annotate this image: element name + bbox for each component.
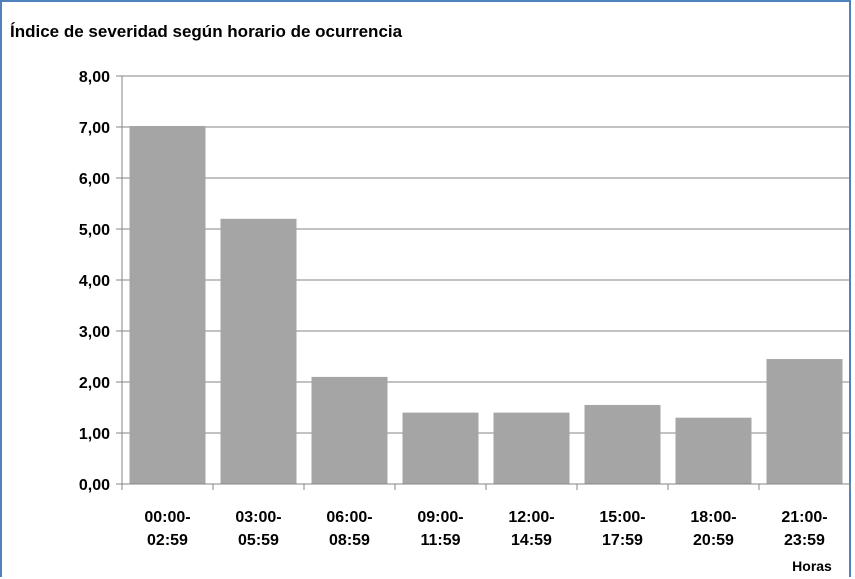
x-axis-label: Horas (792, 558, 832, 574)
x-tick-label: 18:00- (690, 509, 736, 526)
bar (766, 359, 843, 484)
bar (675, 417, 752, 484)
x-tick-label: 14:59 (511, 532, 552, 549)
x-tick-label: 03:00- (235, 509, 281, 526)
bar (220, 218, 297, 485)
y-tick-label: 7,00 (79, 120, 110, 137)
x-tick-label: 06:00- (326, 509, 372, 526)
y-tick-label: 5,00 (79, 222, 110, 239)
x-tick-label: 20:59 (693, 532, 734, 549)
bar (402, 412, 479, 484)
y-tick-label: 3,00 (79, 324, 110, 341)
y-tick-label: 4,00 (79, 273, 110, 290)
x-tick-label: 23:59 (784, 532, 825, 549)
bar (584, 404, 661, 484)
y-tick-label: 1,00 (79, 426, 110, 443)
bar (493, 412, 570, 484)
bar (129, 125, 206, 484)
y-tick-label: 6,00 (79, 171, 110, 188)
y-tick-label: 8,00 (79, 69, 110, 86)
x-tick-label: 17:59 (602, 532, 643, 549)
x-tick-label: 02:59 (147, 532, 188, 549)
x-tick-label: 09:00- (417, 509, 463, 526)
y-tick-label: 2,00 (79, 375, 110, 392)
bar (311, 376, 388, 484)
chart-title: Índice de severidad según horario de ocu… (10, 22, 403, 41)
x-tick-label: 00:00- (144, 509, 190, 526)
x-tick-label: 05:59 (238, 532, 279, 549)
y-tick-label: 0,00 (79, 477, 110, 494)
x-tick-label: 08:59 (329, 532, 370, 549)
x-tick-label: 15:00- (599, 509, 645, 526)
x-tick-label: 12:00- (508, 509, 554, 526)
x-tick-label: 21:00- (781, 509, 827, 526)
x-tick-label: 11:59 (420, 532, 460, 549)
